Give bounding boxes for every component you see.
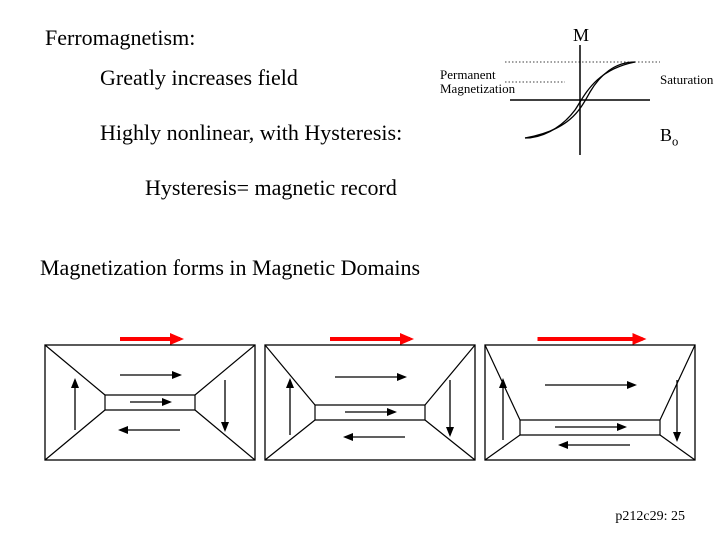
- magnetic-domains-diagram: [0, 0, 720, 540]
